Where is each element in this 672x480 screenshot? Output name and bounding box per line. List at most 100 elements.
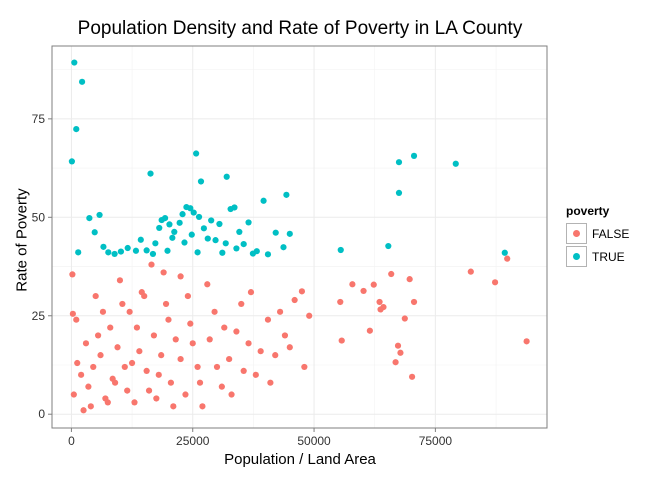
data-point-false: [119, 300, 126, 308]
data-point-false: [366, 327, 373, 334]
data-point-true: [194, 249, 201, 256]
x-axis-label: Population / Land Area: [224, 451, 376, 468]
data-point-false: [291, 296, 298, 304]
data-point-true: [249, 250, 257, 257]
data-point-false: [90, 363, 97, 371]
data-point-false: [392, 359, 399, 366]
data-point-false: [267, 379, 274, 386]
legend-item-false: FALSE: [566, 222, 629, 245]
data-point-true: [147, 170, 154, 177]
data-point-false: [73, 316, 80, 323]
data-point-false: [145, 387, 153, 394]
data-point-false: [401, 315, 408, 322]
data-point-false: [143, 367, 150, 374]
legend-item-true: TRUE: [566, 245, 629, 268]
data-point-false: [240, 367, 247, 374]
data-point-false: [377, 306, 384, 313]
data-point-false: [298, 288, 306, 295]
data-point-true: [152, 240, 159, 247]
data-point-true: [245, 219, 252, 226]
data-point-false: [155, 371, 162, 378]
data-point-true: [222, 240, 229, 247]
data-point-true: [395, 189, 403, 196]
data-point-false: [162, 300, 170, 308]
data-point-true: [410, 152, 418, 159]
data-point-true: [111, 250, 118, 258]
y-tick-label: 50: [32, 210, 46, 224]
data-point-true: [231, 204, 238, 211]
data-point-false: [376, 298, 383, 306]
data-point-false: [233, 328, 240, 335]
data-point-false: [272, 352, 279, 359]
data-point-true: [105, 249, 112, 256]
data-point-false: [80, 407, 87, 414]
data-point-true: [71, 59, 78, 66]
data-point-false: [504, 255, 511, 262]
data-point-false: [286, 344, 293, 351]
data-point-false: [126, 308, 133, 315]
data-point-false: [281, 332, 289, 339]
data-point-false: [204, 281, 211, 288]
data-point-true: [181, 239, 188, 246]
data-point-false: [206, 336, 213, 343]
data-point-true: [501, 249, 508, 256]
data-point-false: [170, 403, 177, 410]
data-point-false: [264, 316, 272, 323]
x-tick-label: 0: [68, 434, 75, 448]
data-point-true: [75, 249, 82, 256]
data-point-false: [252, 371, 259, 378]
data-point-false: [124, 387, 131, 394]
data-point-false: [338, 337, 345, 344]
data-point-false: [165, 316, 172, 323]
data-point-true: [195, 213, 203, 221]
data-point-false: [109, 375, 116, 382]
data-point-true: [73, 125, 80, 133]
data-point-false: [523, 338, 530, 345]
data-point-true: [283, 191, 290, 198]
x-tick-label: 75000: [419, 434, 453, 448]
data-point-true: [197, 178, 205, 185]
legend-key-false: [566, 223, 587, 244]
data-point-false: [189, 340, 196, 347]
data-point-false: [82, 340, 90, 347]
data-point-false: [158, 352, 165, 359]
data-point-true: [179, 211, 186, 218]
data-point-true: [193, 150, 200, 157]
data-point-false: [136, 348, 143, 355]
data-point-true: [216, 220, 223, 228]
data-point-false: [138, 289, 145, 296]
data-point-true: [200, 225, 207, 232]
data-point-false: [150, 332, 158, 339]
data-point-false: [211, 308, 218, 315]
data-point-false: [160, 269, 167, 276]
data-point-false: [218, 383, 225, 390]
data-point-true: [219, 249, 226, 256]
data-point-false: [301, 363, 308, 371]
data-point-false: [116, 277, 124, 284]
axis-ticks: 0 25000 50000 75000 0 25 50 75: [32, 112, 453, 448]
data-point-true: [68, 158, 75, 165]
plot-panel-border: [51, 45, 548, 429]
legend-label-false: FALSE: [592, 226, 630, 241]
data-point-false: [85, 383, 92, 390]
data-points: [68, 59, 530, 414]
data-point-false: [306, 312, 313, 319]
data-point-false: [394, 342, 402, 349]
data-point-true: [223, 173, 230, 180]
data-point-false: [92, 292, 99, 300]
data-point-false: [228, 391, 235, 398]
y-tick-label: 25: [32, 309, 46, 323]
data-point-true: [117, 248, 125, 255]
data-point-false: [114, 344, 121, 351]
data-point-false: [97, 352, 104, 359]
data-point-false: [247, 289, 255, 296]
data-point-false: [74, 359, 81, 367]
data-point-false: [78, 371, 85, 378]
data-point-true: [208, 217, 215, 224]
data-point-false: [194, 363, 201, 371]
data-point-true: [260, 197, 267, 204]
data-point-false: [238, 300, 245, 308]
data-point-true: [190, 209, 197, 216]
data-point-false: [133, 324, 141, 331]
